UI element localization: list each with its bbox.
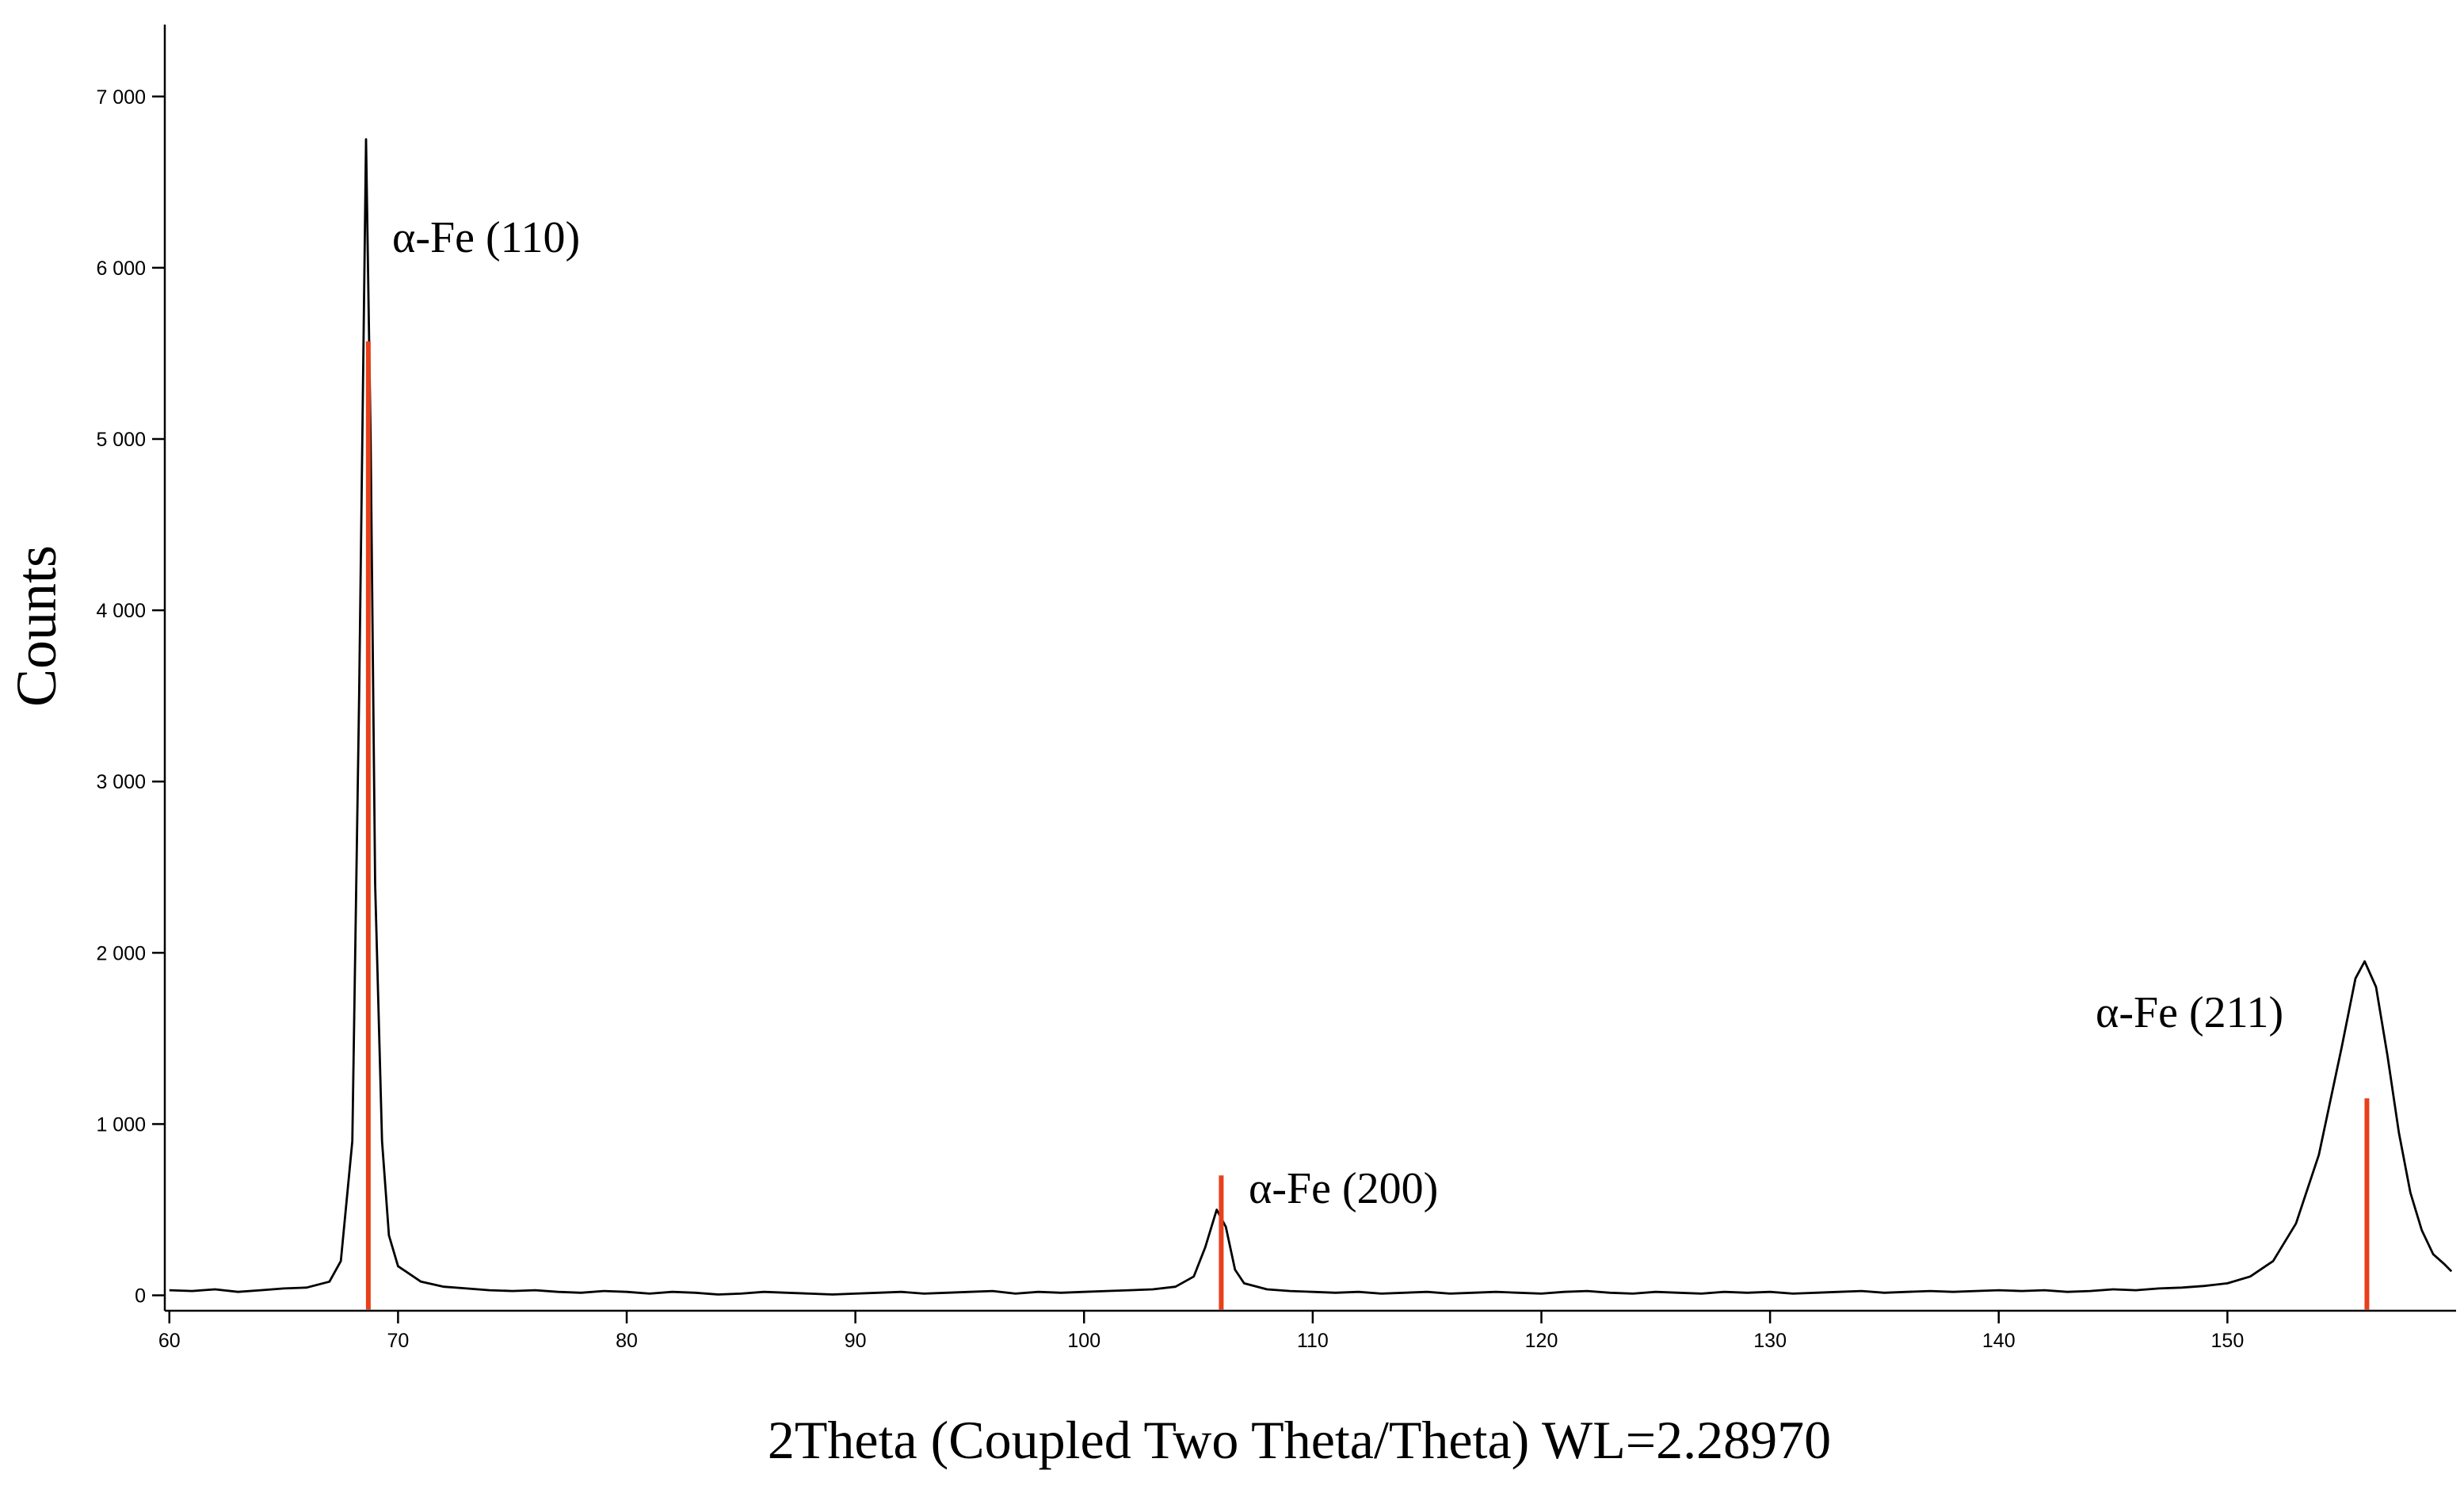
x-tick-label: 70: [387, 1330, 409, 1352]
y-tick-label: 3 000: [96, 771, 146, 793]
y-tick-label: 2 000: [96, 942, 146, 964]
x-tick-label: 90: [845, 1330, 867, 1352]
x-tick-label: 150: [2211, 1330, 2245, 1352]
y-tick-label: 5 000: [96, 429, 146, 451]
x-tick-label: 110: [1297, 1330, 1329, 1352]
x-tick-label: 60: [158, 1330, 181, 1352]
y-tick-label: 7 000: [96, 86, 146, 109]
x-tick-label: 120: [1525, 1330, 1558, 1352]
y-tick-label: 0: [135, 1285, 146, 1308]
data-line: [169, 138, 2453, 1296]
x-tick-label: 130: [1753, 1330, 1787, 1352]
x-tick-label: 140: [1982, 1330, 2016, 1352]
y-axis-label: Counts: [5, 545, 68, 707]
x-tick-label: 80: [616, 1330, 638, 1352]
y-tick-label: 4 000: [96, 600, 146, 622]
peak-annotation: α-Fe (200): [1249, 1164, 1438, 1213]
x-axis-label: 2Theta (Coupled Two Theta/Theta) WL=2.28…: [768, 1410, 1831, 1470]
x-tick-label: 100: [1067, 1330, 1100, 1352]
y-tick-label: 1 000: [96, 1113, 146, 1136]
peak-annotation: α-Fe (110): [392, 213, 580, 262]
y-tick-label: 6 000: [96, 258, 146, 280]
peak-annotation: α-Fe (211): [2096, 988, 2283, 1037]
